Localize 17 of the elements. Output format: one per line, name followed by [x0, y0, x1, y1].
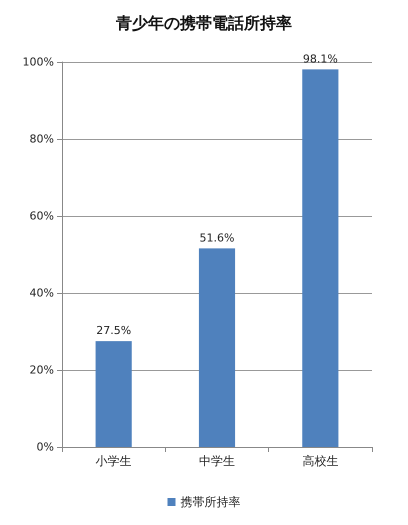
- data-label: 51.6%: [200, 231, 234, 244]
- legend-label: 携帯所持率: [180, 495, 240, 509]
- chart-title: 青少年の携帯電話所持率: [115, 14, 292, 32]
- bar: [302, 69, 338, 447]
- data-label: 27.5%: [96, 324, 132, 338]
- y-tick-label: 80%: [30, 132, 54, 146]
- x-tick-label: 中学生: [199, 454, 235, 468]
- y-tick-label: 60%: [30, 210, 54, 222]
- x-tick-label: 高校生: [302, 454, 338, 468]
- y-tick-label: 100%: [22, 56, 54, 68]
- bar: [96, 341, 132, 447]
- bar: [198, 248, 236, 447]
- y-tick-label: 40%: [30, 286, 54, 300]
- y-tick-label: 20%: [30, 364, 54, 376]
- y-tick-label: 0%: [36, 440, 54, 454]
- data-label: 98.1%: [302, 52, 338, 66]
- x-tick-label: 小学生: [96, 454, 132, 468]
